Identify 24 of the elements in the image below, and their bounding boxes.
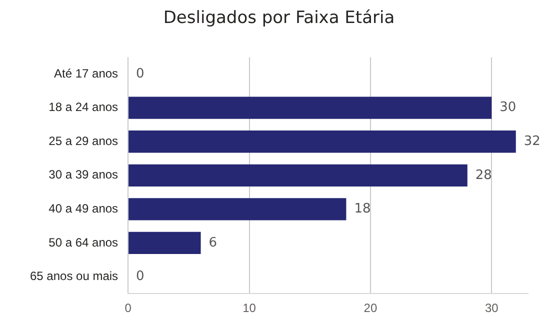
x-tick-label: 10	[242, 301, 256, 316]
data-label: 32	[524, 134, 540, 150]
data-label: 0	[136, 269, 144, 284]
y-tick-label: 30 a 39 anos	[48, 168, 118, 182]
data-label: 30	[500, 100, 516, 116]
x-tick-label: 30	[484, 301, 499, 316]
bar	[128, 164, 468, 186]
data-label: 6	[208, 235, 218, 250]
y-tick-label: Até 17 anos	[54, 66, 118, 80]
y-tick-label: 50 a 64 anos	[48, 235, 118, 250]
bar	[128, 96, 492, 119]
y-tick-label: 18 a 24 anos	[48, 100, 118, 114]
x-tick-label: 20	[364, 301, 378, 316]
x-tick-label: 0	[124, 301, 132, 316]
bar	[128, 130, 516, 153]
data-label: 18	[354, 202, 371, 217]
chart-title: Desligados por Faixa Etária	[162, 8, 396, 28]
bar	[128, 198, 346, 220]
data-label: 28	[475, 168, 492, 183]
y-tick-label: 40 a 49 anos	[48, 201, 118, 216]
y-tick-label: 65 anos ou mais	[30, 269, 118, 284]
data-label: 0	[136, 66, 144, 82]
bar	[128, 232, 201, 254]
y-tick-label: 25 a 29 anos	[48, 134, 118, 148]
